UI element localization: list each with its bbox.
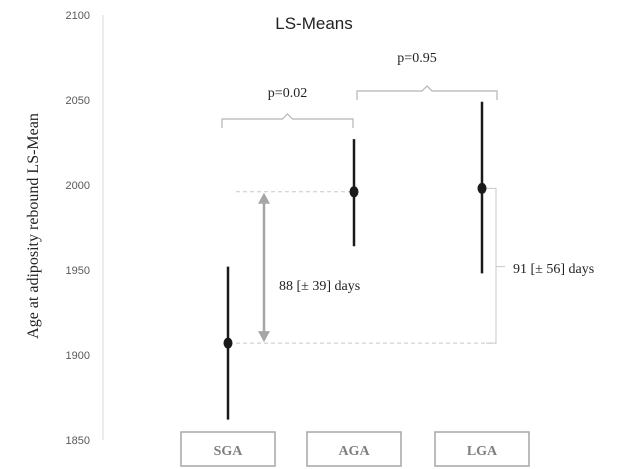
difference-label-sga-aga: 88 [± 39] days	[279, 279, 360, 294]
p-value-sga-aga: p=0.02	[268, 86, 307, 101]
category-box-sga	[180, 431, 276, 467]
difference-label-sga-lga: 91 [± 56] days	[513, 262, 594, 277]
p-value-aga-lga: p=0.95	[397, 51, 436, 66]
category-label-lga: LGA	[467, 444, 498, 459]
y-tick-label: 2000	[66, 180, 90, 192]
y-tick-label: 1900	[66, 350, 90, 362]
y-tick-label: 2050	[66, 95, 90, 107]
category-labels: SGA AGA LGA	[180, 431, 530, 467]
mean-marker-lga	[477, 182, 487, 194]
category-label-sga: SGA	[214, 444, 244, 459]
y-tick-label: 1950	[66, 265, 90, 277]
lga-difference-bracket	[486, 187, 497, 344]
y-tick-label: 2100	[66, 10, 90, 22]
mean-marker-aga	[349, 186, 359, 198]
bracket-aga-lga	[356, 85, 498, 100]
difference-arrow-head-top	[258, 192, 270, 204]
y-tick-label: 1850	[66, 435, 90, 447]
reference-guides	[236, 187, 505, 344]
y-tick-labels: 1850 1900 1950 2000 2050 2100	[66, 10, 90, 447]
data-marks	[223, 101, 487, 420]
category-box-aga	[306, 431, 402, 467]
difference-arrow-head-bottom	[258, 331, 270, 343]
comparison-brackets	[221, 85, 498, 128]
y-axis-label: Age at adiposity rebound LS-Mean	[25, 113, 42, 339]
mean-marker-sga	[223, 337, 233, 349]
bracket-sga-aga	[221, 113, 354, 128]
chart-title: LS-Means	[275, 14, 352, 33]
category-label-aga: AGA	[338, 444, 370, 459]
category-box-lga	[434, 431, 530, 467]
